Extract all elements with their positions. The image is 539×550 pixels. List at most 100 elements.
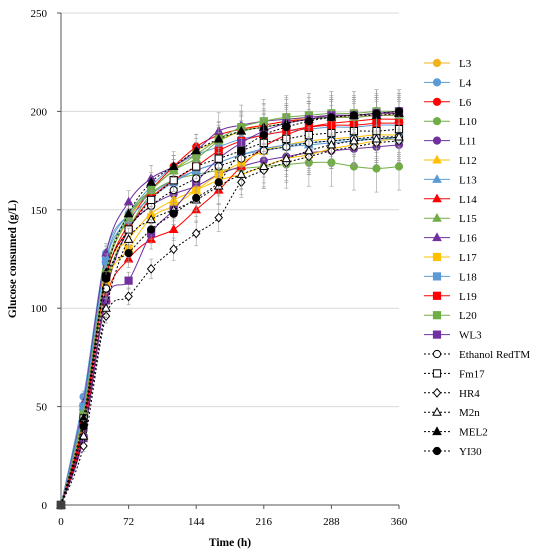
- y-tick-label: 50: [36, 402, 48, 414]
- legend-item: M2n: [424, 406, 480, 419]
- y-tick-label: 200: [31, 106, 48, 118]
- grid-lines: [61, 12, 399, 408]
- legend-item: L20: [424, 310, 477, 322]
- legend-label: L17: [459, 252, 477, 264]
- legend-label: L14: [459, 194, 477, 206]
- series-l17: [56, 117, 404, 510]
- x-tick-label: 360: [391, 516, 408, 528]
- data-point: [371, 133, 382, 143]
- data-point: [281, 153, 292, 163]
- x-axis-title: Time (h): [209, 537, 251, 549]
- legend-item: L17: [424, 252, 477, 264]
- axes: 0 50 100 150 200 250 0 72 144 216 288 360: [31, 8, 408, 528]
- data-point: [394, 107, 404, 116]
- legend-marker: [432, 272, 442, 281]
- legend-marker: [432, 311, 442, 320]
- series-line: [60, 114, 400, 506]
- series-line: [60, 114, 400, 506]
- series-hr4: [56, 122, 404, 510]
- data-point: [191, 228, 201, 239]
- legend-marker: [432, 426, 442, 436]
- data-point: [169, 244, 178, 255]
- data-point: [191, 145, 202, 155]
- legend-marker: [432, 212, 442, 222]
- legend-item: L19: [424, 291, 477, 303]
- data-point: [101, 256, 111, 266]
- series-line: [60, 136, 400, 506]
- x-tick-label: 144: [188, 516, 205, 528]
- legend-label: M2n: [459, 407, 480, 419]
- data-point: [169, 209, 178, 218]
- data-point: [258, 161, 269, 171]
- series-line: [60, 144, 400, 506]
- series-line: [60, 112, 400, 506]
- legend-label: L12: [459, 155, 477, 167]
- legend-marker: [432, 369, 442, 378]
- legend-label: L19: [459, 291, 477, 303]
- legend-label: L16: [459, 233, 477, 245]
- legend-label: L13: [459, 174, 477, 186]
- data-point: [214, 212, 223, 223]
- legend-item: L11: [424, 136, 476, 148]
- legend-label: Ethanol RedTM: [459, 349, 530, 361]
- series-m2n: [56, 113, 404, 509]
- data-point: [124, 291, 133, 302]
- legend-marker: [432, 252, 442, 262]
- y-tick-label: 250: [31, 8, 48, 20]
- series-l10: [56, 138, 404, 510]
- y-tick-label: 100: [31, 303, 48, 315]
- legend-marker: [432, 349, 442, 359]
- legend-item: L13: [424, 174, 477, 186]
- legend-label: HR4: [459, 388, 480, 400]
- legend-item: Fm17: [424, 368, 485, 380]
- legend-item: L16: [424, 232, 477, 245]
- legend-label: L10: [459, 116, 477, 128]
- data-point: [123, 234, 134, 243]
- legend-item: L12: [424, 154, 477, 167]
- legend-item: L14: [424, 193, 477, 206]
- data-point: [101, 274, 111, 283]
- data-point: [236, 169, 247, 178]
- data-point: [237, 146, 246, 155]
- series-yi30: [56, 93, 404, 510]
- legend-item: HR4: [424, 388, 480, 400]
- legend-marker: [432, 136, 442, 145]
- legend-label: L20: [459, 310, 477, 322]
- legend-label: MEL2: [459, 427, 488, 439]
- series-line: [60, 138, 400, 506]
- series-line: [60, 122, 400, 506]
- data-point: [146, 177, 156, 186]
- legend-label: L18: [459, 271, 477, 283]
- legend-marker: [432, 446, 442, 456]
- data-point: [168, 224, 179, 233]
- legend-item: L3: [424, 58, 472, 70]
- legend-label: L6: [459, 97, 472, 109]
- series-layer: [56, 89, 404, 510]
- series-line: [60, 124, 400, 506]
- series-line: [60, 140, 400, 506]
- series-line: [60, 134, 400, 506]
- data-point: [394, 131, 404, 141]
- data-point: [123, 208, 134, 218]
- legend-marker: [432, 154, 442, 164]
- legend-marker: [432, 232, 442, 242]
- data-point: [147, 195, 156, 205]
- data-point: [349, 135, 359, 145]
- legend-item: WL3: [424, 330, 482, 342]
- series-line: [60, 136, 400, 506]
- data-point: [326, 139, 337, 149]
- legend-marker: [432, 117, 442, 126]
- legend-item: YI30: [424, 446, 482, 458]
- data-point: [236, 125, 247, 135]
- series-line: [60, 161, 400, 506]
- data-point: [168, 161, 179, 171]
- data-point: [349, 111, 359, 120]
- legend-marker: [432, 58, 442, 68]
- data-point: [304, 145, 314, 155]
- legend-marker: [432, 406, 442, 416]
- data-point: [282, 123, 291, 132]
- legend-label: L3: [459, 58, 472, 70]
- data-point: [101, 302, 111, 312]
- legend-marker: [432, 78, 442, 87]
